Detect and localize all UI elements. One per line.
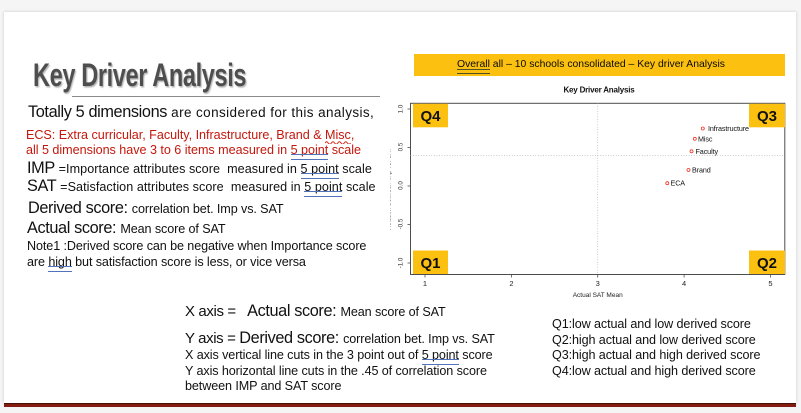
svg-text:Q3: Q3 xyxy=(757,108,777,125)
svg-text:Key Driver Analysis: Key Driver Analysis xyxy=(563,86,635,95)
svg-text:1.0: 1.0 xyxy=(398,104,405,113)
svg-text:Q4: Q4 xyxy=(420,108,441,125)
svg-text:2: 2 xyxy=(509,279,513,288)
svg-text:Infrastructure: Infrastructure xyxy=(708,124,749,133)
svg-text:ECA: ECA xyxy=(671,179,686,188)
svg-text:Q2: Q2 xyxy=(757,255,777,272)
svg-text:0.0: 0.0 xyxy=(398,181,405,190)
svg-text:3: 3 xyxy=(596,279,600,288)
svg-text:-0.5: -0.5 xyxy=(398,218,405,229)
svg-text:1: 1 xyxy=(423,279,427,288)
svg-text:Misc: Misc xyxy=(698,134,713,143)
svg-text:4: 4 xyxy=(682,279,686,288)
svg-text:-1.0: -1.0 xyxy=(398,257,405,268)
svg-text:Faculty: Faculty xyxy=(696,147,719,156)
svg-text:Q1: Q1 xyxy=(420,255,440,272)
svg-text:0.5: 0.5 xyxy=(398,142,405,151)
svg-text:Relation between Imp vs. SAT: Relation between Imp vs. SAT xyxy=(390,147,393,230)
svg-text:Actual SAT Mean: Actual SAT Mean xyxy=(573,292,623,299)
svg-text:5: 5 xyxy=(768,279,772,288)
svg-text:Brand: Brand xyxy=(692,166,711,175)
